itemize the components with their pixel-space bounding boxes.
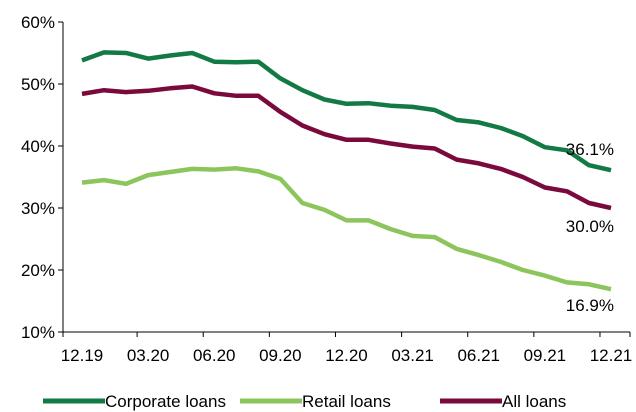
end-label-1: 36.1% xyxy=(566,140,614,159)
x-tick-label: 03.21 xyxy=(391,346,434,365)
y-tick-label: 40% xyxy=(21,137,55,156)
legend-label-3: All loans xyxy=(502,392,566,411)
y-tick-label: 50% xyxy=(21,75,55,94)
x-tick-label: 03.20 xyxy=(127,346,170,365)
end-label-3: 30.0% xyxy=(566,217,614,236)
x-tick-label: 06.21 xyxy=(457,346,500,365)
y-tick-label: 60% xyxy=(21,13,55,32)
series-line-3 xyxy=(81,84,612,211)
legend-label-2: Retail loans xyxy=(302,392,391,411)
end-label-2: 16.9% xyxy=(566,296,614,315)
y-tick-label: 20% xyxy=(21,261,55,280)
y-tick-label: 10% xyxy=(21,323,55,342)
x-tick-label: 12.19 xyxy=(61,346,104,365)
x-tick-label: 12.20 xyxy=(325,346,368,365)
x-tick-label: 12.21 xyxy=(590,346,633,365)
y-tick-label: 30% xyxy=(21,199,55,218)
legend-label-1: Corporate loans xyxy=(105,392,226,411)
x-tick-label: 09.20 xyxy=(259,346,302,365)
x-tick-label: 09.21 xyxy=(524,346,567,365)
series-line-1 xyxy=(81,50,612,173)
series-line-2 xyxy=(81,166,612,292)
x-tick-label: 06.20 xyxy=(193,346,236,365)
